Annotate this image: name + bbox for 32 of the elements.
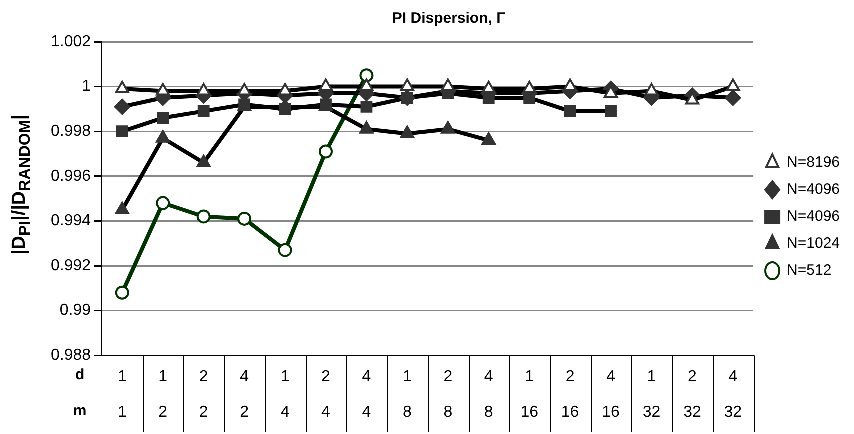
x-tick-label: 1 8 — [402, 368, 412, 421]
x-tick-label: 4 32 — [724, 368, 742, 421]
x-tick-label: 4 2 — [240, 368, 250, 421]
x-tick-label: 1 32 — [642, 368, 661, 421]
y-tick-label: 0.994 — [50, 212, 92, 230]
y-tick-label: 0.988 — [50, 347, 92, 364]
x-tick-label: 2 16 — [561, 368, 580, 421]
legend-label: N=1024 — [787, 235, 840, 252]
legend-label: N=512 — [787, 262, 832, 280]
y-tick-label: 0.992 — [50, 257, 92, 274]
x-tick-label: 2 4 — [322, 368, 331, 421]
x-tick-label: 1 1 — [118, 368, 127, 421]
x-tick-label: 4 4 — [362, 368, 372, 421]
legend-label: N=4096 — [787, 208, 840, 226]
x-tick-label: 1 16 — [520, 368, 539, 421]
legend-label: N=8196 — [787, 154, 840, 172]
y-tick-label: 1 — [82, 78, 92, 96]
y-tick-label: 0.996 — [50, 168, 92, 185]
chart-title: PI Dispersion, Γ — [392, 10, 506, 28]
text: m — [73, 402, 87, 420]
x-tick-label: 4 8 — [484, 368, 494, 421]
y-tick-label: 1.002 — [50, 33, 92, 50]
x-tick-label: 1 4 — [280, 368, 290, 421]
x-tick-label: 2 2 — [199, 368, 208, 421]
y-tick-label: 0.99 — [60, 302, 92, 320]
x-tick-label: 2 32 — [684, 368, 702, 421]
x-tick-label: 4 16 — [602, 368, 620, 421]
x-tick-label: 2 8 — [444, 368, 453, 421]
legend-label: N=4096 — [787, 181, 840, 198]
text: d — [75, 366, 85, 384]
y-tick-label: 0.998 — [50, 123, 92, 140]
x-tick-label: 1 2 — [158, 368, 168, 421]
